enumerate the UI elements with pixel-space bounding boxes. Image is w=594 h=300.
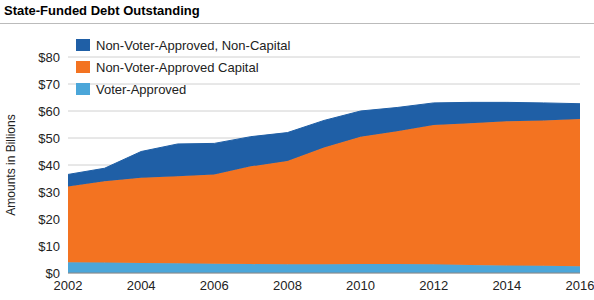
svg-text:$40: $40 xyxy=(38,158,60,173)
svg-text:2004: 2004 xyxy=(127,278,156,293)
svg-text:2016: 2016 xyxy=(566,278,586,293)
svg-text:$60: $60 xyxy=(38,104,60,119)
svg-text:$30: $30 xyxy=(38,185,60,200)
svg-text:2014: 2014 xyxy=(492,278,521,293)
svg-text:2002: 2002 xyxy=(53,278,83,294)
svg-text:$80: $80 xyxy=(38,50,60,65)
svg-text:2008: 2008 xyxy=(273,278,302,293)
svg-text:2012: 2012 xyxy=(419,278,448,293)
svg-text:$20: $20 xyxy=(38,212,60,227)
svg-text:$70: $70 xyxy=(38,77,60,92)
html-text:Non-Voter-Approved Capital: Non-Voter-Approved Capital xyxy=(96,59,259,75)
html-text:Non-Voter-Approved, Non-Capita: Non-Voter-Approved, Non-Capital xyxy=(96,37,291,53)
svg-text:$10: $10 xyxy=(38,239,60,254)
svg-text:2006: 2006 xyxy=(200,278,229,293)
svg-text:Amounts in Billions: Amounts in Billions xyxy=(8,114,18,215)
html-text:Voter-Approved: Voter-Approved xyxy=(96,81,187,97)
svg-text:$50: $50 xyxy=(38,131,60,146)
html-text:State-Funded Debt Outstanding: State-Funded Debt Outstanding xyxy=(4,3,200,18)
svg-text:$0: $0 xyxy=(46,266,60,281)
svg-text:2010: 2010 xyxy=(346,278,375,293)
